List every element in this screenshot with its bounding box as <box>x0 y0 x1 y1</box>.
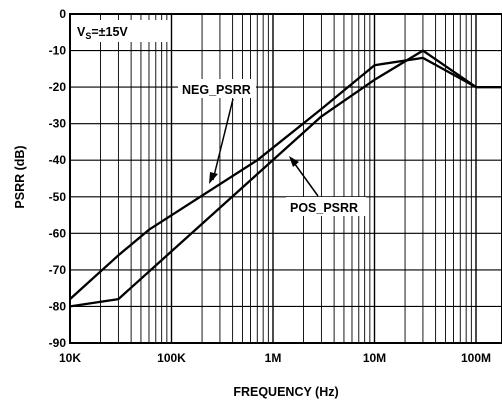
neg-psrr-label: NEG_PSRR <box>182 83 251 97</box>
y-tick-label: -20 <box>49 80 67 94</box>
neg-psrr-label-box <box>178 79 256 98</box>
x-tick-label: 100M <box>461 351 491 365</box>
pos-psrr-annotation: POS_PSRR <box>286 156 366 216</box>
x-tick-label: 100K <box>157 351 186 365</box>
series-lines <box>70 49 502 308</box>
neg-psrr-line <box>70 56 502 300</box>
y-tick-label: -60 <box>49 226 67 240</box>
condition-box <box>72 20 168 42</box>
x-tick-label: 10K <box>59 351 81 365</box>
neg-psrr-annotation: NEG_PSRR <box>178 79 256 184</box>
x-tick-label: 10M <box>363 351 386 365</box>
pos-psrr-label: POS_PSRR <box>290 201 358 215</box>
y-tick-label: -70 <box>49 263 67 277</box>
supply-condition-label: VS=±15V <box>77 25 128 41</box>
x-tick-label: 1M <box>265 351 282 365</box>
y-axis-label: PSRR (dB) <box>13 145 27 208</box>
pos-psrr-arrow-line <box>291 159 319 197</box>
neg-psrr-arrowhead <box>209 172 218 184</box>
x-axis-label: FREQUENCY (Hz) <box>233 385 338 399</box>
y-tick-label: -30 <box>49 117 67 131</box>
y-tick-labels: 0 -10 -20 -30 -40 -50 -60 -70 -80 -90 <box>49 7 67 350</box>
neg-psrr-arrow-line <box>212 98 234 181</box>
plot-frame <box>69 13 502 344</box>
y-tick-label: -40 <box>49 153 67 167</box>
x-tick-labels: 10K 100K 1M 10M 100M <box>59 351 491 365</box>
pos-psrr-label-box <box>286 197 366 216</box>
y-tick-label: 0 <box>59 7 66 21</box>
pos-psrr-arrowhead <box>289 156 299 167</box>
y-tick-label: -80 <box>49 299 67 313</box>
grid <box>69 13 502 344</box>
pos-psrr-line <box>70 49 502 308</box>
y-tick-label: -90 <box>49 336 67 350</box>
y-tick-label: -10 <box>49 44 67 58</box>
y-tick-label: -50 <box>49 190 67 204</box>
